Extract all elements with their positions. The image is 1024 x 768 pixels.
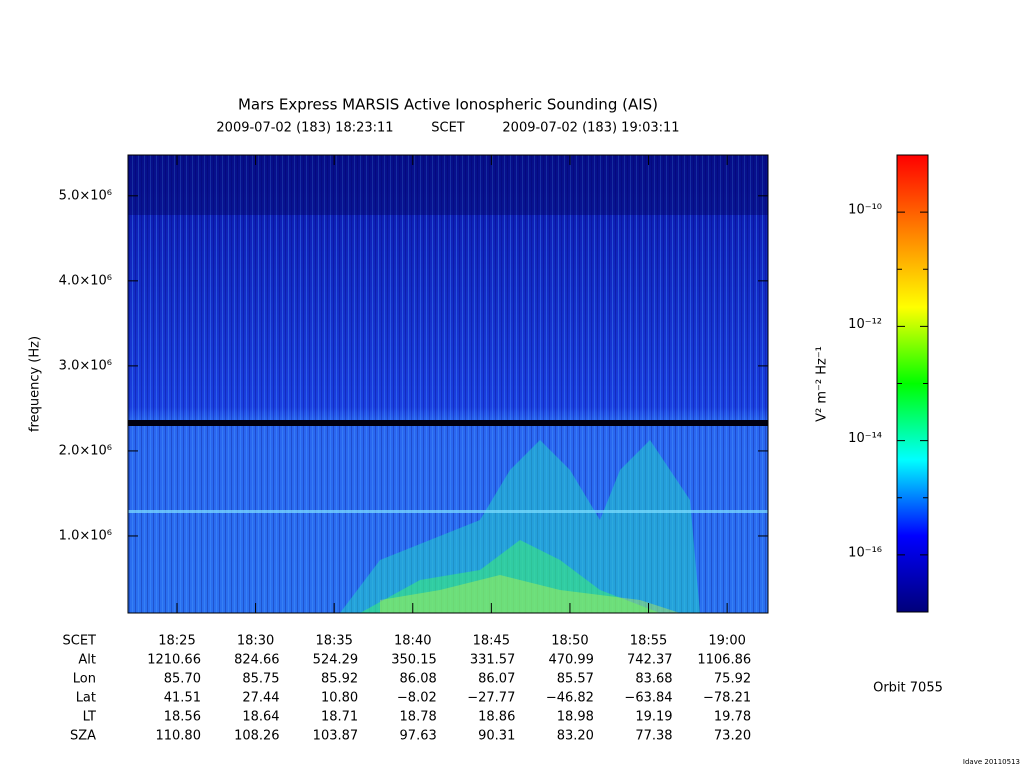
x-tick-label: 18:30 xyxy=(237,634,274,649)
colorbar-tick-label: 10⁻¹⁶ xyxy=(848,545,882,560)
spectrogram xyxy=(128,155,768,613)
colorbar xyxy=(896,154,929,613)
plot-frame xyxy=(127,154,769,614)
ephemeris-value: 75.92 xyxy=(714,672,751,687)
ephemeris-value: 85.57 xyxy=(557,672,594,687)
x-tick-label: 18:55 xyxy=(630,634,667,649)
x-tick-label: 18:40 xyxy=(394,634,431,649)
ephemeris-value: 331.57 xyxy=(470,653,516,668)
ephemeris-value: −8.02 xyxy=(397,691,437,706)
orbit-label: Orbit 7055 xyxy=(873,681,943,696)
ephemeris-value: 18.98 xyxy=(557,710,594,725)
ephemeris-value: 73.20 xyxy=(714,729,751,744)
x-tick-label: 18:50 xyxy=(551,634,588,649)
ephemeris-value: 110.80 xyxy=(155,729,201,744)
ephemeris-value: 27.44 xyxy=(242,691,279,706)
ephemeris-value: −27.77 xyxy=(467,691,515,706)
colorbar-tick-label: 10⁻¹⁴ xyxy=(848,431,882,446)
ephemeris-row-label: Alt xyxy=(78,653,96,668)
ephemeris-value: 97.63 xyxy=(400,729,437,744)
y-axis-label: frequency (Hz) xyxy=(28,336,43,432)
ephemeris-value: 86.08 xyxy=(400,672,437,687)
ephemeris-value: 1210.66 xyxy=(147,653,201,668)
start-time: 2009-07-02 (183) 18:23:11 xyxy=(216,121,393,136)
ephemeris-value: 19.19 xyxy=(635,710,672,725)
x-tick-label: 18:25 xyxy=(158,634,195,649)
ephemeris-row-label: SCET xyxy=(63,634,97,649)
ephemeris-value: 77.38 xyxy=(635,729,672,744)
ephemeris-value: 103.87 xyxy=(313,729,359,744)
ephemeris-value: 85.70 xyxy=(164,672,201,687)
chart-title: Mars Express MARSIS Active Ionospheric S… xyxy=(238,96,658,114)
ephemeris-value: 524.29 xyxy=(313,653,359,668)
ephemeris-value: 108.26 xyxy=(234,729,280,744)
end-time: 2009-07-02 (183) 19:03:11 xyxy=(502,121,679,136)
ephemeris-value: 470.99 xyxy=(548,653,594,668)
ephemeris-value: 18.64 xyxy=(242,710,279,725)
ephemeris-value: 18.86 xyxy=(478,710,515,725)
ephemeris-value: 85.92 xyxy=(321,672,358,687)
colorbar-tick-label: 10⁻¹² xyxy=(848,317,882,332)
x-tick-label: 19:00 xyxy=(708,634,745,649)
ephemeris-row-label: SZA xyxy=(70,729,96,744)
ephemeris-value: −46.82 xyxy=(546,691,594,706)
credit: Idave 20110513 xyxy=(963,758,1020,766)
ephemeris-value: −63.84 xyxy=(624,691,672,706)
ephemeris-value: 85.75 xyxy=(242,672,279,687)
ephemeris-row-label: LT xyxy=(83,710,96,725)
ephemeris-row-label: Lat xyxy=(76,691,96,706)
y-tick-label: 2.0×10⁶ xyxy=(59,443,112,458)
x-tick-label: 18:35 xyxy=(315,634,352,649)
ephemeris-value: 350.15 xyxy=(391,653,437,668)
ephemeris-value: 742.37 xyxy=(627,653,673,668)
ephemeris-value: 18.71 xyxy=(321,710,358,725)
ephemeris-value: 824.66 xyxy=(234,653,280,668)
y-tick-label: 5.0×10⁶ xyxy=(59,188,112,203)
ephemeris-value: 18.78 xyxy=(400,710,437,725)
time-system: SCET xyxy=(431,121,465,136)
x-tick-label: 18:45 xyxy=(473,634,510,649)
ephemeris-value: 10.80 xyxy=(321,691,358,706)
ephemeris-value: 90.31 xyxy=(478,729,515,744)
ephemeris-value: 1106.86 xyxy=(697,653,751,668)
ephemeris-value: 41.51 xyxy=(164,691,201,706)
ephemeris-row-label: Lon xyxy=(73,672,96,687)
y-tick-label: 3.0×10⁶ xyxy=(59,358,112,373)
ephemeris-value: 18.56 xyxy=(164,710,201,725)
ephemeris-value: 19.78 xyxy=(714,710,751,725)
ephemeris-value: 83.20 xyxy=(557,729,594,744)
colorbar-tick-label: 10⁻¹⁰ xyxy=(848,203,882,218)
y-tick-label: 4.0×10⁶ xyxy=(59,273,112,288)
ephemeris-value: 83.68 xyxy=(635,672,672,687)
colorbar-label: V² m⁻² Hz⁻¹ xyxy=(815,346,830,422)
y-tick-label: 1.0×10⁶ xyxy=(59,528,112,543)
ephemeris-value: −78.21 xyxy=(703,691,751,706)
ephemeris-value: 86.07 xyxy=(478,672,515,687)
